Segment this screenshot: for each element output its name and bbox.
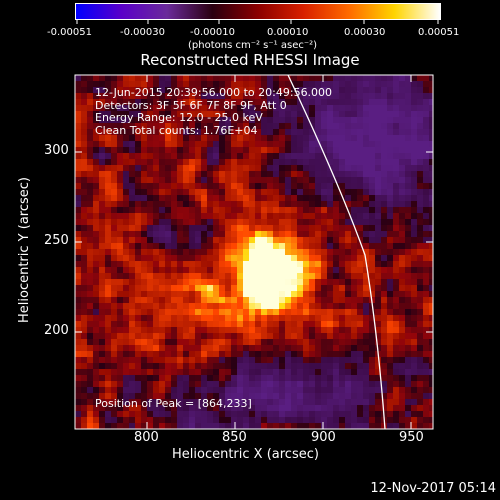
x-tick-850: 850 xyxy=(222,430,247,445)
colorbar xyxy=(75,3,441,20)
solar-limb-line xyxy=(287,75,386,429)
colorbar-tick-4: 0.00010 xyxy=(267,27,309,38)
y-axis-label: Heliocentric Y (arcsec) xyxy=(17,177,32,323)
colorbar-tick-6: 0.00051 xyxy=(418,27,460,38)
x-tick-900: 900 xyxy=(311,430,336,445)
colorbar-tick-3: -0.00010 xyxy=(190,27,235,38)
x-tick-800: 800 xyxy=(134,430,159,445)
plot-title: Reconstructed RHESSI Image xyxy=(140,51,360,69)
x-tick-950: 950 xyxy=(399,430,424,445)
overlay-time-range: 12-Jun-2015 20:39:56.000 to 20:49:56.000 xyxy=(95,86,333,99)
x-axis-label: Heliocentric X (arcsec) xyxy=(172,447,319,462)
rhessi-heatmap xyxy=(75,75,433,429)
limb-overlay xyxy=(287,75,386,429)
y-tick-300: 300 xyxy=(44,143,69,158)
overlay-counts: Clean Total counts: 1.76E+04 xyxy=(95,123,258,137)
overlay-peak-position: Position of Peak = [864,233] xyxy=(95,397,252,410)
colorbar-tick-1: -0.00051 xyxy=(47,27,92,38)
y-tick-250: 250 xyxy=(44,233,69,248)
overlay-detectors: Detectors: 3F 5F 6F 7F 8F 9F, Att 0 xyxy=(95,98,287,112)
colorbar-units: (photons cm⁻² s⁻¹ asec⁻²) xyxy=(188,40,318,51)
image-panel xyxy=(75,75,433,429)
colorbar-tick-2: -0.00030 xyxy=(120,27,165,38)
y-tick-200: 200 xyxy=(44,323,69,338)
colorbar-gradient xyxy=(76,4,440,19)
overlay-energy-range: Energy Range: 12.0 - 25.0 keV xyxy=(95,111,263,124)
overlay-info: 12-Jun-2015 20:39:56.000 to 20:49:56.000… xyxy=(95,86,333,137)
colorbar-tick-5: 0.00030 xyxy=(344,27,386,38)
colorbar-ticks xyxy=(76,20,439,24)
footer-timestamp: 12-Nov-2017 05:14 xyxy=(370,481,496,496)
